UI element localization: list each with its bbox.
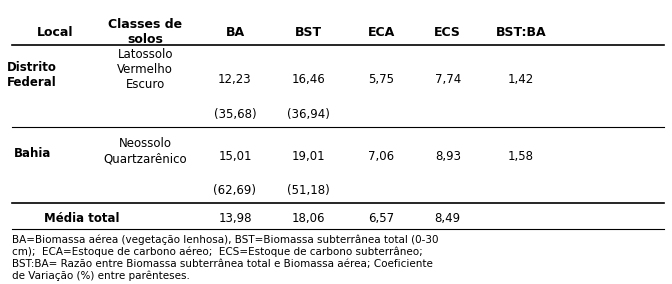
Text: 15,01: 15,01 [218, 150, 252, 163]
Text: Latossolo
Vermelho
Escuro: Latossolo Vermelho Escuro [117, 48, 173, 91]
Text: 12,23: 12,23 [218, 73, 252, 86]
Text: 8,49: 8,49 [435, 212, 461, 225]
Text: 1,42: 1,42 [508, 73, 534, 86]
Text: Local: Local [37, 26, 74, 39]
Text: (62,69): (62,69) [214, 185, 257, 197]
Text: 1,58: 1,58 [508, 150, 534, 163]
Text: Classes de
solos: Classes de solos [108, 18, 182, 46]
Text: BA=Biomassa aérea (vegetação lenhosa), BST=Biomassa subterrânea total (0-30
cm);: BA=Biomassa aérea (vegetação lenhosa), B… [12, 234, 439, 281]
Text: 7,06: 7,06 [368, 150, 394, 163]
Text: BST:BA: BST:BA [496, 26, 546, 39]
Text: 7,74: 7,74 [435, 73, 461, 86]
Text: Média total: Média total [44, 212, 120, 225]
Text: Bahia: Bahia [13, 147, 51, 160]
Text: 8,93: 8,93 [435, 150, 461, 163]
Text: 18,06: 18,06 [292, 212, 325, 225]
Text: Distrito
Federal: Distrito Federal [7, 60, 57, 89]
Text: Neossolo
Quartzarênico: Neossolo Quartzarênico [103, 137, 187, 165]
Text: ECS: ECS [434, 26, 461, 39]
Text: BA: BA [225, 26, 245, 39]
Text: 16,46: 16,46 [291, 73, 325, 86]
Text: 6,57: 6,57 [368, 212, 394, 225]
Text: (36,94): (36,94) [287, 108, 329, 121]
Text: (51,18): (51,18) [287, 185, 329, 197]
Text: (35,68): (35,68) [214, 108, 256, 121]
Text: BST: BST [294, 26, 322, 39]
Text: 13,98: 13,98 [218, 212, 252, 225]
Text: ECA: ECA [368, 26, 395, 39]
Text: 5,75: 5,75 [368, 73, 394, 86]
Text: 19,01: 19,01 [291, 150, 325, 163]
